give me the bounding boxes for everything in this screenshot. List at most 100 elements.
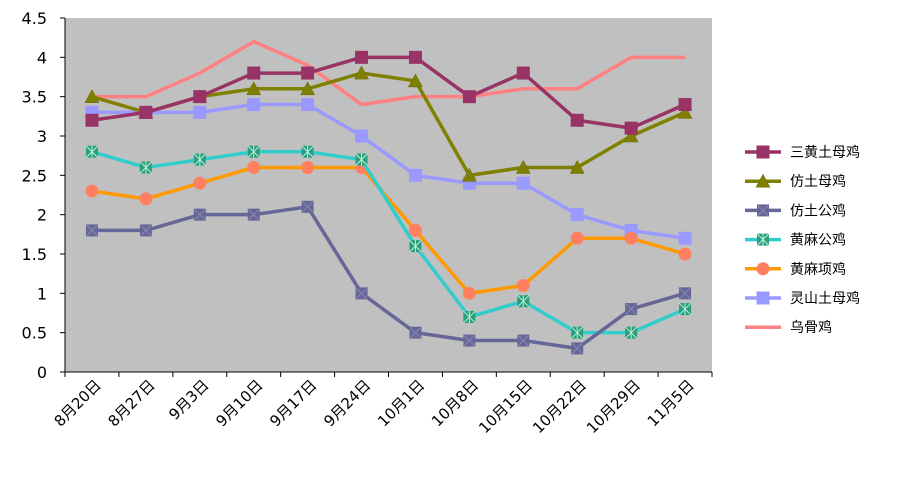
- x-tick-label: 9月24日: [320, 376, 374, 430]
- data-point: [301, 145, 314, 159]
- x-tick-label: 10月29日: [583, 376, 644, 437]
- data-point: [463, 310, 476, 324]
- y-tick-label: 3.5: [22, 88, 47, 107]
- data-point: [570, 208, 584, 222]
- x-tick-label: 10月22日: [529, 376, 590, 437]
- y-tick-label: 4.5: [22, 9, 47, 28]
- y-tick-label: 2.5: [22, 166, 47, 185]
- data-point: [679, 287, 692, 300]
- series-line: [91, 39, 686, 107]
- legend-label: 灵山土母鸡: [790, 290, 860, 307]
- data-point: [624, 121, 638, 135]
- legend-item: 黄麻公鸡: [745, 232, 846, 249]
- series-line: [91, 102, 686, 240]
- data-point: [355, 287, 368, 300]
- legend-marker: [755, 173, 771, 188]
- legend-marker: [756, 145, 770, 159]
- data-point: [354, 65, 369, 80]
- legend-marker: [756, 262, 770, 276]
- legend-label: 三黄土母鸡: [790, 144, 860, 161]
- series-line: [91, 165, 686, 296]
- data-point: [517, 334, 530, 347]
- data-point: [569, 159, 585, 174]
- data-point: [516, 278, 530, 292]
- data-point: [301, 66, 315, 80]
- data-point: [247, 66, 261, 80]
- data-point: [409, 239, 422, 253]
- series-4: [85, 160, 692, 300]
- data-point: [193, 90, 207, 104]
- data-point: [678, 231, 692, 245]
- series-layer: [84, 39, 693, 355]
- legend-item: 仿土公鸡: [745, 202, 846, 219]
- y-tick-label: 1.5: [22, 245, 47, 264]
- x-tick-label: 10月8日: [428, 376, 482, 430]
- data-point: [678, 302, 692, 316]
- legend-item: 黄麻项鸡: [745, 261, 846, 278]
- legend-label: 乌骨鸡: [790, 319, 832, 336]
- x-tick-label: 9月3日: [165, 376, 212, 423]
- data-point: [193, 208, 206, 221]
- data-point: [301, 98, 315, 112]
- legend-label: 黄麻公鸡: [790, 232, 846, 249]
- legend-item: 灵山土母鸡: [745, 290, 860, 307]
- series-5: [85, 98, 692, 245]
- data-point: [193, 176, 207, 190]
- data-point: [139, 161, 153, 174]
- data-point: [355, 50, 369, 64]
- data-point: [570, 231, 584, 245]
- data-point: [247, 208, 260, 221]
- legend-item: 三黄土母鸡: [745, 144, 860, 161]
- y-tick-label: 0: [37, 363, 47, 382]
- data-point: [139, 105, 153, 119]
- data-point: [408, 50, 422, 64]
- data-point: [624, 326, 638, 340]
- y-tick-label: 2: [37, 206, 47, 225]
- data-point: [193, 153, 207, 166]
- data-point: [515, 159, 531, 174]
- x-tick-label: 10月1日: [374, 376, 428, 430]
- x-tick-label: 10月15日: [475, 376, 536, 437]
- data-point: [408, 223, 422, 237]
- x-tick-label: 11月5日: [644, 376, 698, 430]
- data-point: [246, 81, 262, 96]
- series-line: [91, 205, 686, 351]
- data-point: [301, 200, 314, 213]
- data-point: [301, 160, 315, 174]
- legend-item: 乌骨鸡: [745, 319, 832, 336]
- data-point: [516, 294, 530, 308]
- data-point: [247, 98, 261, 112]
- x-tick-label: 8月27日: [105, 376, 159, 430]
- legend-marker: [756, 233, 770, 246]
- legend-label: 仿土母鸡: [790, 173, 846, 190]
- series-6: [91, 39, 686, 107]
- data-point: [139, 224, 152, 237]
- legend-marker: [757, 204, 769, 217]
- data-point: [516, 176, 530, 190]
- series-0: [85, 50, 692, 135]
- data-point: [139, 192, 153, 206]
- data-point: [624, 231, 638, 245]
- data-point: [85, 184, 99, 198]
- data-point: [355, 153, 368, 166]
- data-point: [677, 104, 693, 119]
- data-point: [85, 113, 99, 127]
- data-point: [570, 326, 584, 340]
- data-point: [623, 128, 639, 143]
- x-tick-label: 8月20日: [51, 376, 105, 430]
- x-axis: 8月20日 8月27日 9月3日 9月10日 9月17日 9月24日 10月1日 10月8日1…: [51, 371, 713, 437]
- legend-marker: [756, 291, 770, 305]
- data-point: [85, 145, 99, 159]
- data-point: [247, 145, 261, 159]
- y-axis: 0 0.5 1 1.5 2 2.5 3 3.5 4 4.5: [22, 9, 66, 382]
- data-point: [408, 168, 422, 182]
- legend-label: 黄麻项鸡: [790, 261, 846, 278]
- data-point: [193, 105, 207, 119]
- data-point: [462, 90, 476, 104]
- data-point: [84, 89, 100, 103]
- data-point: [625, 303, 638, 316]
- data-point: [461, 167, 477, 182]
- y-tick-label: 3: [37, 127, 47, 146]
